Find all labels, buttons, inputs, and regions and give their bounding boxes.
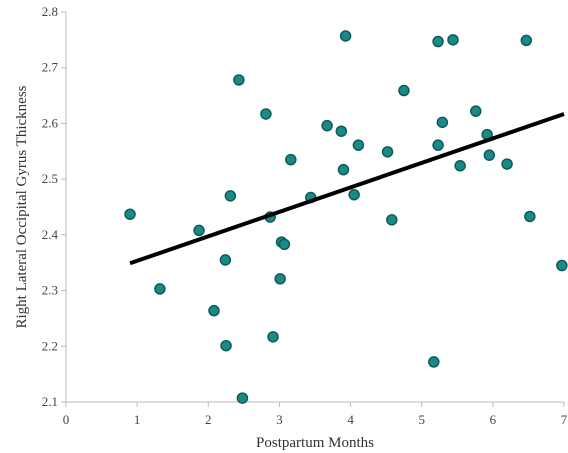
data-point xyxy=(335,125,348,137)
data-point xyxy=(321,119,333,132)
data-point xyxy=(236,392,249,404)
y-tick-label: 2.4 xyxy=(42,227,59,242)
data-point xyxy=(381,146,394,158)
data-point xyxy=(501,158,513,170)
y-axis-ticks: 2.1 2.2 2.3 2.4 2.5 2.6 2.7 2.8 xyxy=(42,4,66,409)
data-point xyxy=(520,34,533,47)
trend-line xyxy=(129,112,565,266)
data-point xyxy=(428,356,440,368)
x-axis-label: Postpartum Months xyxy=(256,435,374,451)
data-point xyxy=(233,74,245,86)
data-point xyxy=(154,283,166,295)
plot-area: 0 1 2 3 4 5 6 7 2.1 2.2 2.3 2.4 2.5 2.6 2.7 2.8 xyxy=(42,4,568,427)
data-point xyxy=(224,190,237,202)
y-tick-label: 2.2 xyxy=(42,338,58,353)
data-point xyxy=(447,34,459,46)
x-axis-ticks: 0 1 2 3 4 5 6 7 xyxy=(63,402,568,427)
data-point xyxy=(193,224,205,237)
data-point xyxy=(524,210,536,223)
data-point xyxy=(348,188,360,201)
data-point xyxy=(432,35,444,48)
data-point xyxy=(220,339,232,352)
x-tick-label: 4 xyxy=(347,412,354,427)
data-point xyxy=(432,139,444,151)
y-tick-label: 2.3 xyxy=(42,283,58,298)
y-tick-label: 2.1 xyxy=(42,394,58,409)
data-point xyxy=(260,108,272,120)
data-point xyxy=(278,238,291,251)
y-tick-label: 2.8 xyxy=(42,4,58,19)
x-tick-label: 3 xyxy=(276,412,283,427)
y-tick-label: 2.5 xyxy=(42,171,58,186)
y-tick-label: 2.7 xyxy=(42,60,59,75)
data-point xyxy=(470,105,482,117)
data-point xyxy=(556,259,568,272)
x-tick-label: 5 xyxy=(418,412,425,427)
y-axis-label: Right Lateral Occipital Gyrus Thickness xyxy=(14,85,30,328)
data-point xyxy=(436,116,449,129)
x-tick-label: 0 xyxy=(63,412,70,427)
x-tick-label: 6 xyxy=(490,412,497,427)
data-points xyxy=(124,30,568,404)
x-tick-label: 1 xyxy=(134,412,141,427)
data-point xyxy=(337,163,350,176)
data-point xyxy=(454,160,466,172)
data-point xyxy=(124,208,136,220)
y-tick-label: 2.6 xyxy=(42,115,59,130)
data-point xyxy=(352,139,365,151)
data-point xyxy=(208,304,220,317)
data-point xyxy=(386,214,398,226)
data-point xyxy=(483,149,496,161)
x-tick-label: 7 xyxy=(561,412,568,427)
data-point xyxy=(285,153,297,166)
data-point xyxy=(219,254,232,266)
data-point xyxy=(267,331,279,343)
data-point xyxy=(398,84,410,97)
data-point xyxy=(274,273,286,285)
x-tick-label: 2 xyxy=(205,412,212,427)
data-point xyxy=(339,30,352,42)
